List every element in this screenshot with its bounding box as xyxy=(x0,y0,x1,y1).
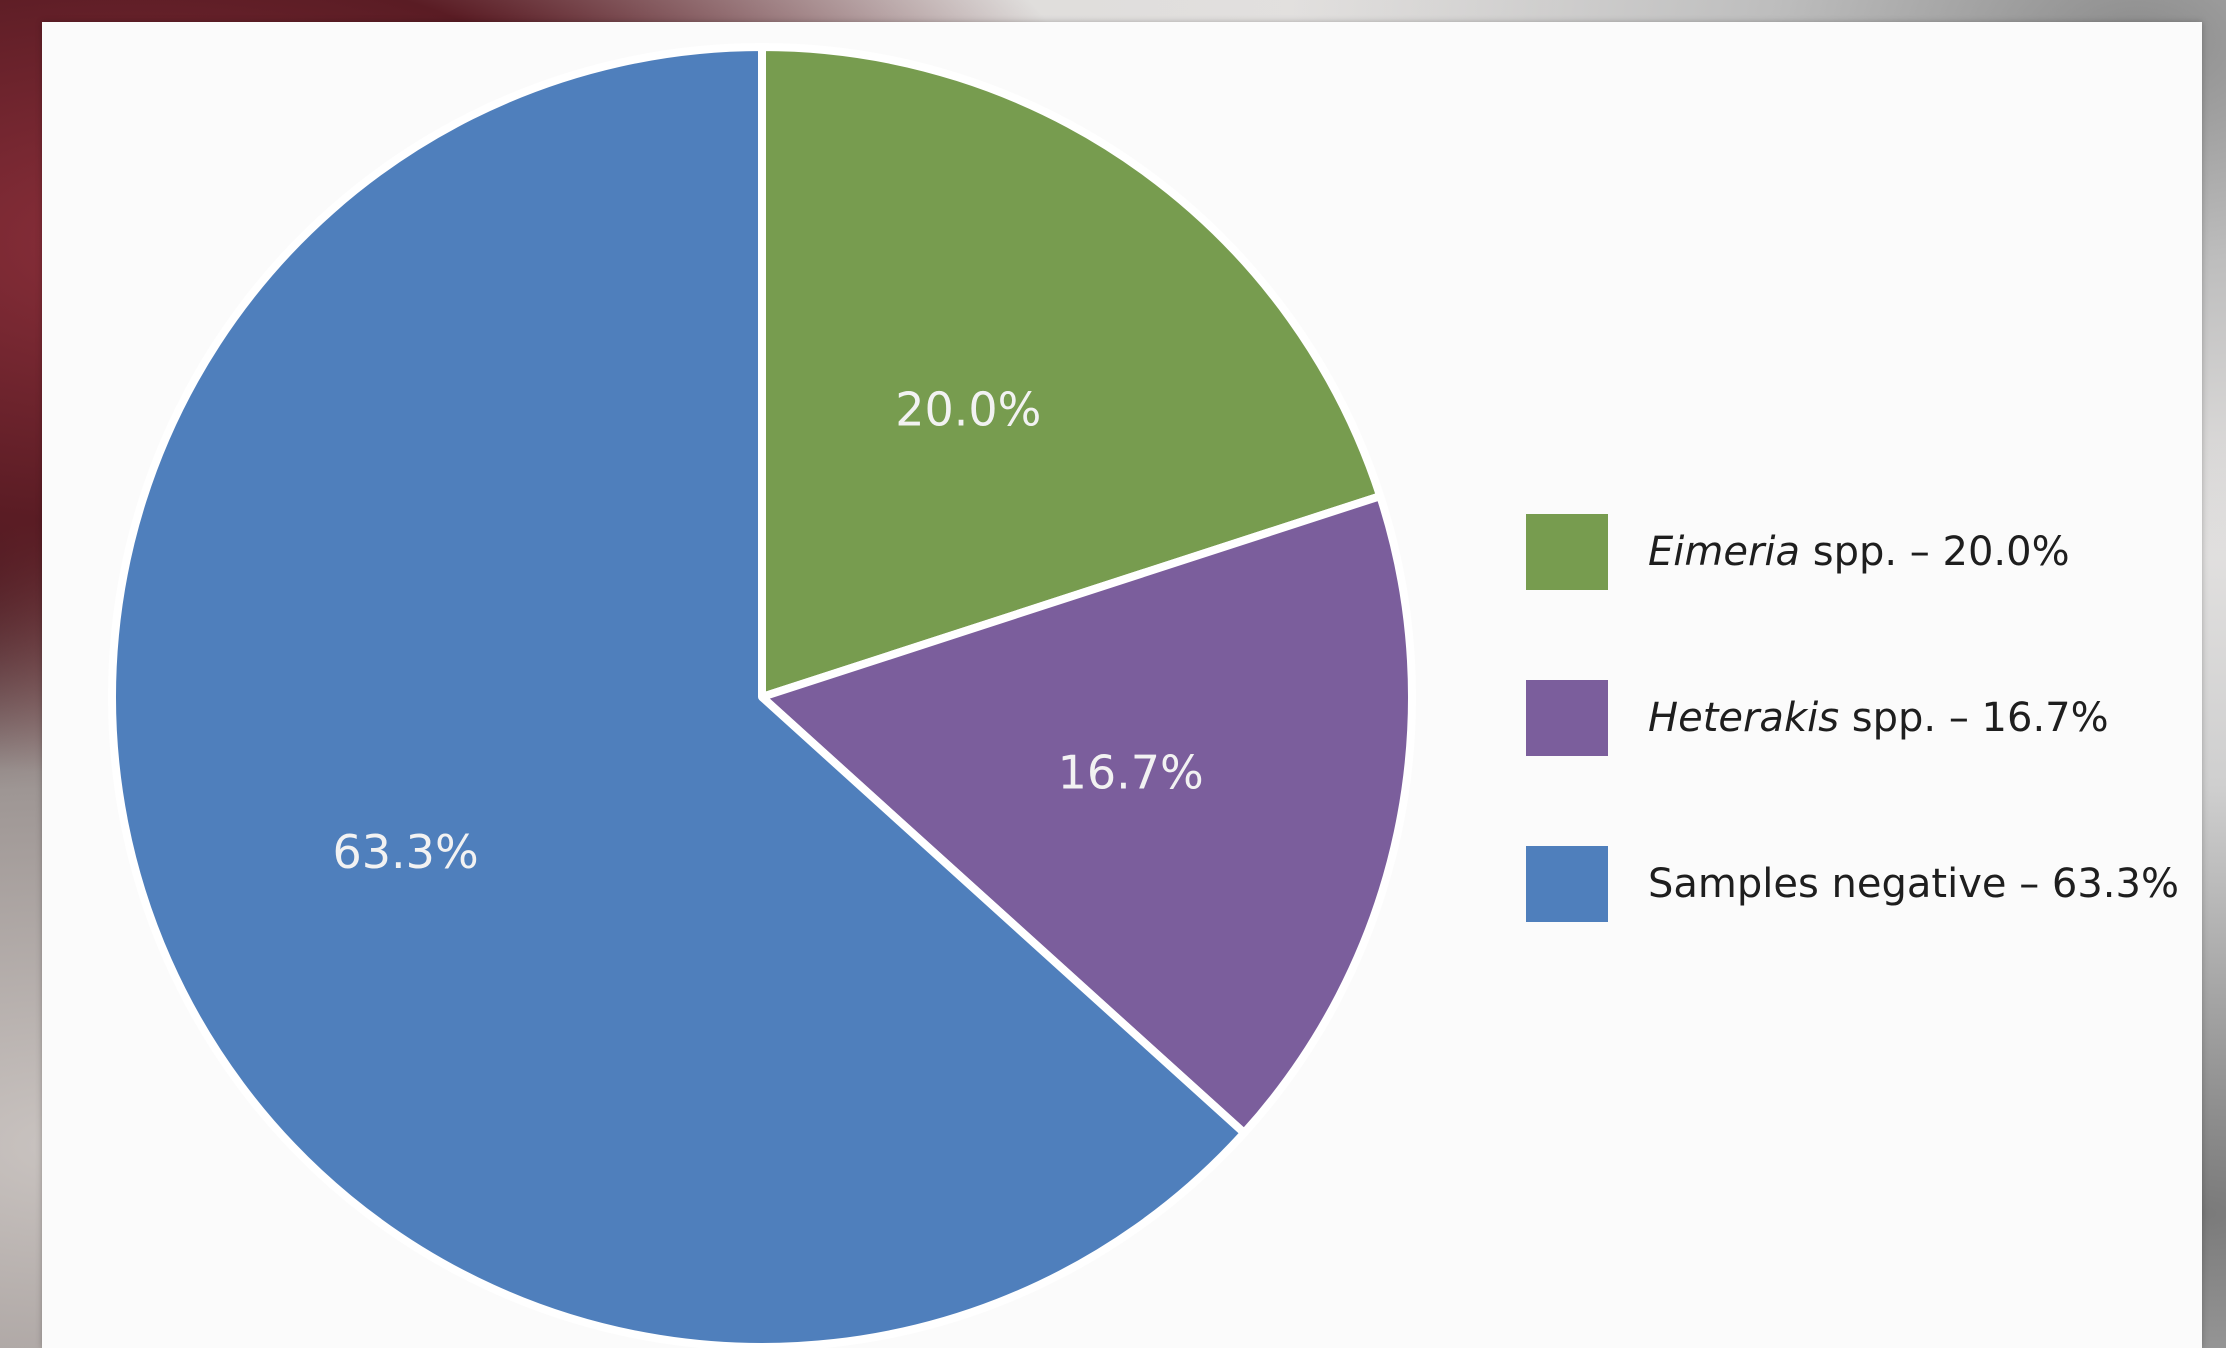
legend-item-negative: Samples negative – 63.3% xyxy=(1526,846,2179,922)
pie-label-negative: 63.3% xyxy=(333,825,479,879)
chart-legend: Eimeria spp. – 20.0% Heterakis spp. – 16… xyxy=(1526,514,2179,1012)
pie-label-eimeria: 20.0% xyxy=(895,383,1041,437)
legend-rest-negative: Samples negative – 63.3% xyxy=(1648,861,2179,907)
legend-label-negative: Samples negative – 63.3% xyxy=(1648,861,2179,907)
legend-rest-eimeria: spp. – 20.0% xyxy=(1800,529,2070,575)
legend-swatch-heterakis xyxy=(1526,680,1608,756)
legend-label-eimeria: Eimeria spp. – 20.0% xyxy=(1648,529,2070,575)
legend-genus-eimeria: Eimeria xyxy=(1648,529,1801,575)
pie-slice-heterakis xyxy=(758,492,1416,1137)
legend-item-eimeria: Eimeria spp. – 20.0% xyxy=(1526,514,2179,590)
pie-chart: 20.0% 16.7% 63.3% xyxy=(108,43,1416,1348)
pie-label-heterakis: 16.7% xyxy=(1058,745,1204,799)
legend-label-heterakis: Heterakis spp. – 16.7% xyxy=(1648,695,2109,741)
pie-slice-negative xyxy=(108,43,1249,1348)
legend-swatch-eimeria xyxy=(1526,514,1608,590)
legend-rest-heterakis: spp. – 16.7% xyxy=(1839,695,2109,741)
chart-panel: 20.0% 16.7% 63.3% Eimeria spp. – 20.0% Het… xyxy=(42,22,2202,1348)
legend-swatch-negative xyxy=(1526,846,1608,922)
pie-slice-eimeria xyxy=(758,43,1385,701)
legend-item-heterakis: Heterakis spp. – 16.7% xyxy=(1526,680,2179,756)
legend-genus-heterakis: Heterakis xyxy=(1648,695,1840,741)
